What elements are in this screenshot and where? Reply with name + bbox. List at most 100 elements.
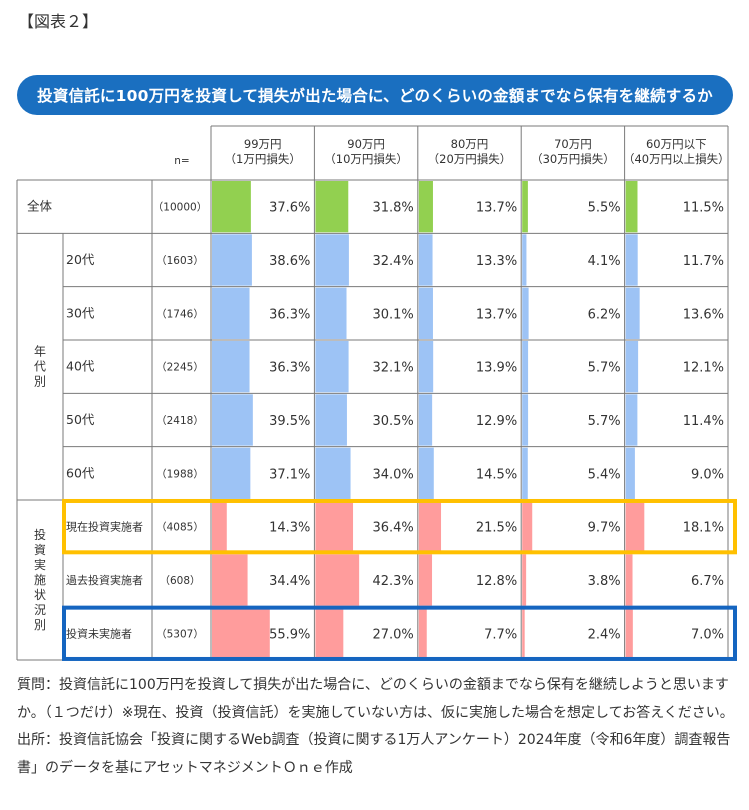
value-bar xyxy=(522,500,533,553)
n-header: n= xyxy=(174,155,189,167)
value-label: 5.4% xyxy=(588,467,621,482)
value-bar xyxy=(315,447,351,499)
value-label: 14.3% xyxy=(269,521,310,536)
value-label: 4.1% xyxy=(588,254,621,269)
column-header-amount: 80万円 xyxy=(451,137,489,151)
value-bar xyxy=(418,447,434,499)
value-bar xyxy=(315,340,349,393)
value-bar xyxy=(418,234,433,286)
value-bar xyxy=(625,500,645,553)
value-label: 6.2% xyxy=(588,307,621,322)
value-bar xyxy=(625,181,638,233)
value-bar xyxy=(522,447,528,499)
value-bar xyxy=(315,500,354,553)
value-label: 18.1% xyxy=(683,521,724,536)
value-bar xyxy=(418,394,433,446)
value-bar xyxy=(315,181,349,233)
group-label: 年代別 xyxy=(34,345,46,389)
value-bar xyxy=(625,340,639,393)
value-label: 13.3% xyxy=(476,254,517,269)
value-label: 30.1% xyxy=(372,307,413,322)
value-bar xyxy=(212,181,251,233)
row-n: （2245） xyxy=(156,362,204,374)
value-bar xyxy=(418,554,433,606)
value-bar xyxy=(418,500,442,553)
row-label: 40代 xyxy=(66,359,95,374)
value-label: 9.7% xyxy=(588,521,621,536)
value-label: 3.8% xyxy=(588,574,621,589)
value-label: 13.7% xyxy=(476,201,517,216)
column-header-amount: 60万円以下 xyxy=(646,137,707,151)
value-label: 11.7% xyxy=(683,254,724,269)
row-label: 投資未実施者 xyxy=(66,626,132,640)
value-label: 36.4% xyxy=(372,521,413,536)
value-bar xyxy=(418,607,427,659)
row-label: 50代 xyxy=(66,412,95,427)
column-header-loss: （40万円以上損失） xyxy=(623,152,730,166)
value-bar xyxy=(522,340,529,393)
value-bar xyxy=(625,607,633,659)
value-label: 42.3% xyxy=(372,574,413,589)
value-label: 13.6% xyxy=(683,307,724,322)
value-label: 21.5% xyxy=(476,521,517,536)
value-label: 37.6% xyxy=(269,201,310,216)
notes: 質問：投資信託に100万円を投資して損失が出た場合に、どのくらいの金額までなら保… xyxy=(17,672,739,782)
value-label: 38.6% xyxy=(269,254,310,269)
value-bar xyxy=(315,234,349,286)
value-bar xyxy=(212,340,250,393)
value-label: 12.8% xyxy=(476,574,517,589)
value-bar xyxy=(212,607,270,659)
value-label: 31.8% xyxy=(372,201,413,216)
value-label: 39.5% xyxy=(269,414,310,429)
value-label: 36.3% xyxy=(269,307,310,322)
chart-title: 投資信託に100万円を投資して損失が出た場合に、どのくらいの金額までなら保有を継… xyxy=(37,87,713,105)
value-bar xyxy=(418,181,433,233)
row-label: 全体 xyxy=(27,199,53,214)
value-label: 36.3% xyxy=(269,361,310,376)
row-n: （608） xyxy=(159,575,200,587)
value-bar xyxy=(212,554,248,606)
source-note: 出所：投資信託協会「投資に関するWeb調査（投資に関する1万人アンケート）202… xyxy=(17,732,731,776)
group-label: 投資実施状況別 xyxy=(34,527,46,632)
value-bar xyxy=(625,554,633,606)
row-n: （1603） xyxy=(156,255,204,267)
row-label: 20代 xyxy=(66,252,95,267)
value-label: 9.0% xyxy=(691,467,724,482)
figure-label: 【図表２】 xyxy=(18,12,99,31)
value-label: 13.7% xyxy=(476,307,517,322)
row-n: （5307） xyxy=(156,628,204,640)
value-bar xyxy=(315,287,347,339)
value-bar xyxy=(315,394,347,446)
value-label: 13.9% xyxy=(476,361,517,376)
question-note: 質問：投資信託に100万円を投資して損失が出た場合に、どのくらいの金額までなら保… xyxy=(17,677,734,721)
value-bar xyxy=(522,394,529,446)
column-header-loss: （1万円損失） xyxy=(225,152,301,166)
chart-title-banner: 投資信託に100万円を投資して損失が出た場合に、どのくらいの金額までなら保有を継… xyxy=(17,75,733,115)
column-header-loss: （20万円損失） xyxy=(428,152,512,166)
value-label: 6.7% xyxy=(691,574,724,589)
value-label: 34.0% xyxy=(372,467,413,482)
value-bar xyxy=(625,394,638,446)
value-label: 14.5% xyxy=(476,467,517,482)
value-bar xyxy=(625,287,640,339)
value-bar xyxy=(625,447,635,499)
highlight-box xyxy=(62,498,737,555)
value-label: 11.5% xyxy=(683,201,724,216)
value-label: 34.4% xyxy=(269,574,310,589)
value-bar xyxy=(418,340,434,393)
value-label: 55.9% xyxy=(269,627,310,642)
value-label: 5.7% xyxy=(588,361,621,376)
row-n: （10000） xyxy=(153,202,207,214)
value-bar xyxy=(212,500,227,553)
row-label: 30代 xyxy=(66,305,95,320)
column-header-amount: 90万円 xyxy=(347,137,385,151)
value-bar xyxy=(522,234,527,286)
value-bar xyxy=(522,287,529,339)
row-label: 過去投資実施者 xyxy=(66,573,143,587)
row-label: 60代 xyxy=(66,465,95,480)
value-bar xyxy=(522,554,527,606)
row-n: （1746） xyxy=(156,308,204,320)
value-label: 7.7% xyxy=(484,627,517,642)
column-header-amount: 99万円 xyxy=(244,137,282,151)
value-label: 11.4% xyxy=(683,414,724,429)
